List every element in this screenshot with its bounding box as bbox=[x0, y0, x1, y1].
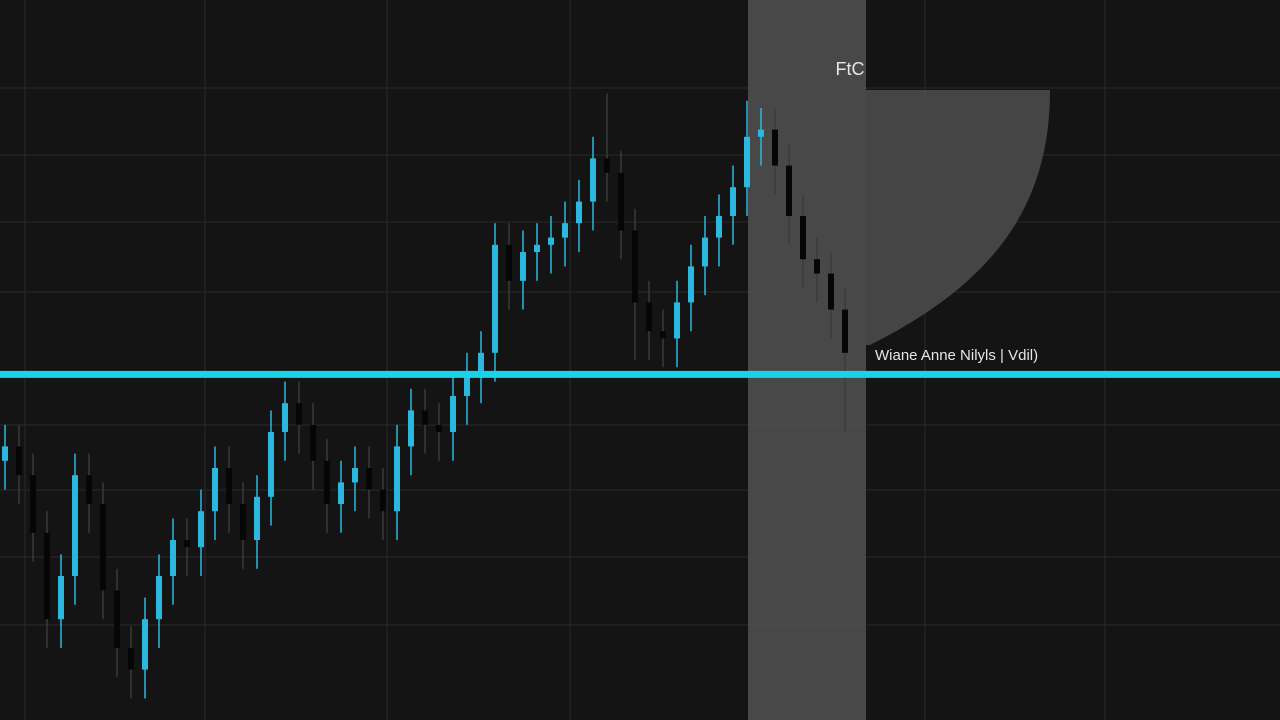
candle-body bbox=[492, 244, 498, 353]
candle-body bbox=[744, 136, 750, 188]
candle-body bbox=[716, 216, 722, 238]
candle-body bbox=[198, 511, 204, 548]
candle-body bbox=[254, 496, 260, 540]
candle-body bbox=[590, 158, 596, 202]
candle-body bbox=[702, 237, 708, 267]
candle-body bbox=[366, 468, 372, 490]
candle-body bbox=[86, 475, 92, 504]
candle-body bbox=[842, 309, 848, 353]
candle-body bbox=[184, 540, 190, 548]
candle-body bbox=[772, 129, 778, 166]
candle-body bbox=[408, 410, 414, 447]
candle-body bbox=[296, 403, 302, 425]
candle-body bbox=[16, 446, 22, 476]
candles bbox=[2, 93, 848, 699]
candle-body bbox=[632, 230, 638, 303]
candle-body bbox=[436, 424, 442, 432]
candle-body bbox=[814, 259, 820, 274]
candle-body bbox=[170, 540, 176, 576]
highlight-band bbox=[748, 0, 866, 720]
candle-body bbox=[604, 158, 610, 173]
candle-body bbox=[548, 237, 554, 245]
candle-body bbox=[380, 489, 386, 512]
candle-body bbox=[422, 410, 428, 425]
candle-body bbox=[506, 244, 512, 281]
candle-body bbox=[800, 216, 806, 260]
candle-body bbox=[520, 252, 526, 281]
candle-body bbox=[128, 648, 134, 670]
candle-body bbox=[30, 475, 36, 533]
candle-body bbox=[338, 482, 344, 504]
candle-body bbox=[828, 273, 834, 310]
candle-body bbox=[72, 475, 78, 576]
candle-body bbox=[212, 468, 218, 512]
candle-body bbox=[310, 424, 316, 461]
candle-body bbox=[674, 302, 680, 339]
candle-body bbox=[100, 504, 106, 591]
candle-body bbox=[576, 201, 582, 224]
candle-body bbox=[562, 223, 568, 238]
candle-body bbox=[156, 576, 162, 620]
candle-body bbox=[534, 244, 540, 252]
candle-body bbox=[352, 468, 358, 483]
shaded-region bbox=[748, 90, 1050, 345]
candle-body bbox=[394, 446, 400, 512]
highlight-label: FtC bbox=[836, 59, 865, 79]
candle-body bbox=[58, 576, 64, 620]
candle-body bbox=[142, 619, 148, 670]
candle-body bbox=[226, 468, 232, 504]
candle-body bbox=[646, 302, 652, 332]
candle-body bbox=[688, 266, 694, 303]
candle-body bbox=[464, 374, 470, 396]
candle-body bbox=[324, 460, 330, 504]
candle-body bbox=[660, 331, 666, 339]
candle-body bbox=[44, 532, 50, 620]
candle-body bbox=[618, 172, 624, 231]
candle-body bbox=[268, 432, 274, 497]
candle-body bbox=[450, 396, 456, 432]
candle-body bbox=[730, 187, 736, 216]
reference-label: Wiane Anne Nilyls | Vdil) bbox=[875, 347, 1038, 364]
candle-body bbox=[114, 590, 120, 648]
candle-body bbox=[2, 446, 8, 461]
candle-body bbox=[758, 129, 764, 137]
candle-body bbox=[478, 352, 484, 375]
candle-body bbox=[786, 165, 792, 216]
candle-body bbox=[240, 504, 246, 540]
candle-body bbox=[282, 403, 288, 432]
